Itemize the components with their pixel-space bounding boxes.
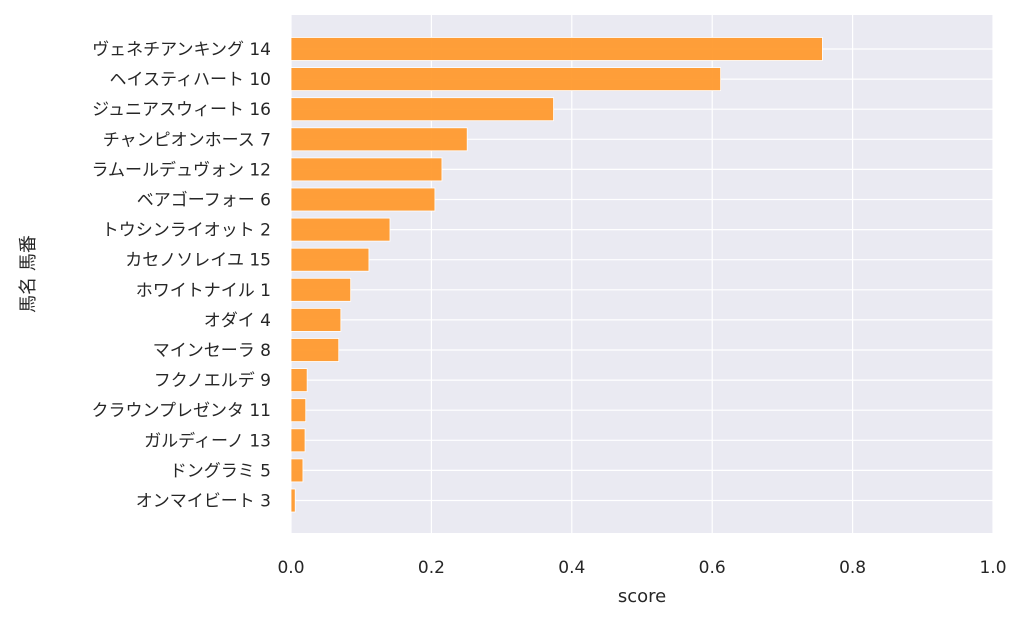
y-tick-label: マインセーラ 8 bbox=[153, 341, 271, 361]
y-tick-label: チャンピオンホース 7 bbox=[103, 130, 271, 150]
bar bbox=[290, 67, 722, 91]
y-tick-label: クラウンプレゼンタ 11 bbox=[91, 401, 271, 421]
bar bbox=[290, 368, 308, 393]
bar bbox=[290, 217, 391, 242]
bar bbox=[290, 277, 352, 302]
x-tick-labels: 0.0 0.2 0.4 0.6 0.8 1.0 bbox=[277, 558, 1006, 578]
y-tick-labels: ヴェネチアンキング 14 ヘイスティハート 10 ジュニアスウィート 16 チャンピオ… bbox=[91, 40, 271, 512]
bars bbox=[290, 37, 823, 513]
bar bbox=[290, 247, 370, 272]
x-tick-label: 0.8 bbox=[839, 558, 866, 578]
bar bbox=[290, 428, 306, 453]
y-tick-label: オダイ 4 bbox=[204, 311, 271, 331]
y-tick-label: ガルディーノ 13 bbox=[144, 430, 271, 451]
bar bbox=[290, 338, 340, 362]
bar bbox=[290, 458, 304, 483]
bar bbox=[290, 488, 296, 513]
y-tick-label: ヘイスティハート 10 bbox=[109, 70, 271, 90]
x-tick-label: 0.4 bbox=[558, 558, 585, 578]
plot-background bbox=[291, 15, 993, 533]
y-tick-label: ホワイトナイル 1 bbox=[136, 281, 271, 301]
bar bbox=[290, 37, 823, 61]
y-tick-label: トウシンライオット 2 bbox=[102, 221, 271, 241]
y-tick-label: ドングラミ 5 bbox=[170, 461, 271, 481]
bar bbox=[290, 157, 443, 182]
y-tick-label: ヴェネチアンキング 14 bbox=[92, 40, 271, 60]
x-tick-label: 0.0 bbox=[277, 558, 304, 578]
x-axis-title: score bbox=[618, 586, 666, 607]
bar bbox=[290, 127, 468, 152]
bar bbox=[290, 97, 554, 122]
y-tick-label: カセノソレイユ 15 bbox=[125, 251, 271, 271]
bar bbox=[290, 398, 307, 423]
y-tick-label: ラムールデュヴォン 12 bbox=[91, 159, 271, 180]
bar bbox=[290, 307, 342, 332]
x-tick-label: 0.6 bbox=[699, 558, 726, 578]
bar bbox=[290, 187, 436, 212]
y-tick-label: ジュニアスウィート 16 bbox=[92, 100, 271, 120]
x-tick-label: 0.2 bbox=[418, 558, 445, 578]
x-tick-label: 1.0 bbox=[979, 558, 1006, 578]
y-tick-label: ベアゴーフォー 6 bbox=[137, 190, 271, 211]
y-tick-label: オンマイビート 3 bbox=[136, 492, 271, 512]
y-tick-label: フクノエルデ 9 bbox=[154, 370, 271, 391]
y-axis-title: 馬名 馬番 bbox=[18, 235, 39, 313]
